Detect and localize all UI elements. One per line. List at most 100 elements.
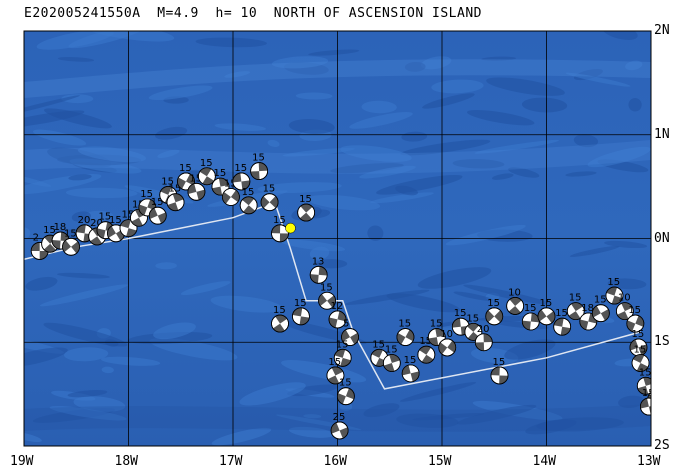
depth-label: 20 — [477, 324, 490, 335]
focal-mechanism: 18 — [579, 303, 598, 331]
depth-label: 15 — [594, 295, 607, 306]
depth-label: 15 — [398, 319, 411, 330]
depth-label: 15 — [273, 215, 286, 226]
focal-mechanism: 15 — [485, 298, 504, 326]
focal-mechanism: 15 — [631, 345, 650, 372]
depth-label: 15 — [252, 153, 265, 164]
depth-label: 15 — [43, 225, 56, 236]
depth-label: 15 — [122, 210, 135, 221]
focal-mechanism: 15 — [490, 357, 509, 385]
depth-label: 15 — [454, 308, 467, 319]
depth-label: 25 — [333, 412, 346, 423]
depth-label: 10 — [508, 287, 521, 298]
depth-label: 15 — [132, 199, 145, 210]
focal-mechanism: 15 — [553, 308, 572, 336]
focal-mechanism: 5 — [341, 319, 359, 346]
depth-label: 15 — [492, 357, 505, 368]
focal-mechanism: 15 — [197, 158, 216, 186]
x-tick-label: 16W — [323, 454, 347, 469]
y-tick-label: 1N — [654, 126, 670, 142]
focal-mechanism: 15 — [62, 228, 80, 256]
depth-label: 2 — [33, 232, 39, 243]
depth-label: 15 — [169, 184, 182, 195]
depth-label: 15 — [213, 168, 226, 179]
depth-label: 15 — [224, 179, 237, 190]
depth-label: 15 — [555, 308, 568, 319]
depth-label: 15 — [151, 197, 164, 208]
x-tick-label: 17W — [219, 454, 243, 469]
focal-mechanism: 15 — [333, 339, 352, 367]
focal-mechanism: 15 — [148, 197, 167, 225]
depth-label: 15 — [328, 357, 341, 368]
focal-mechanism: 15 — [521, 303, 540, 331]
focal-mechanism: 15 — [177, 163, 195, 191]
depth-label: 10 — [618, 293, 631, 304]
focal-mechanism: 20 — [474, 324, 493, 352]
focal-mechanism: 15 — [222, 179, 240, 206]
depth-label: 15 — [299, 194, 312, 205]
depth-label: 15 — [242, 187, 255, 198]
depth-label: 15 — [540, 298, 553, 309]
depth-label: 15 — [639, 367, 652, 378]
depth-label: 15 — [430, 319, 443, 330]
depth-label: 20 — [78, 215, 91, 226]
focal-mechanism: 15 — [566, 293, 585, 321]
x-tick-label: 14W — [532, 454, 556, 469]
focal-mechanism: 15 — [297, 194, 316, 222]
depth-label: 15 — [263, 184, 276, 195]
focal-mechanism: 25 — [330, 412, 349, 440]
focal-mechanism: 15 — [605, 277, 624, 305]
depth-label: 15 — [607, 277, 620, 288]
depth-label: 15 — [628, 305, 641, 316]
focal-mechanism: 15 — [271, 305, 289, 333]
y-tick-label: 2N — [654, 23, 670, 38]
event-epicenter-marker — [285, 222, 296, 234]
plate-boundary-line — [24, 201, 641, 390]
focal-mechanism: 15 — [382, 345, 401, 372]
focal-mechanism: 15 — [336, 378, 355, 406]
depth-label: 15 — [404, 355, 417, 366]
depth-label: 12 — [331, 301, 344, 312]
focal-mechanism: 15 — [401, 355, 420, 383]
depth-label: 15 — [179, 163, 192, 174]
depth-label: 15 — [64, 228, 77, 239]
focal-mechanism: 15 — [250, 153, 269, 180]
focal-mechanism: 15 — [260, 184, 279, 212]
depth-label: 15 — [336, 339, 349, 350]
focal-mechanism: 10 — [438, 329, 457, 357]
depth-label: 15 — [466, 313, 479, 324]
focal-mechanism: 15 — [636, 367, 652, 395]
focal-mechanism: 15 — [187, 173, 206, 201]
y-tick-label: 1S — [654, 334, 670, 350]
x-tick-label: 15W — [428, 454, 452, 469]
focal-mechanism: 15 — [629, 329, 648, 357]
focal-mechanism: 15 — [166, 184, 185, 212]
depth-label: 12 — [649, 381, 662, 392]
depth-label: 15 — [419, 336, 432, 347]
x-tick-label: 13W — [637, 454, 661, 469]
depth-label: 5 — [343, 319, 349, 330]
focal-mechanism: 15 — [591, 295, 610, 323]
depth-label: 15 — [569, 293, 582, 304]
map-title: E202005241550A M=4.9 h= 10 NORTH OF ASCE… — [24, 6, 482, 21]
x-tick-label: 18W — [114, 454, 138, 469]
focal-mechanism: 12 — [328, 301, 347, 329]
focal-mechanism: 15 — [626, 305, 645, 333]
depth-label: 20 — [90, 218, 103, 229]
y-tick-label: 2S — [654, 438, 670, 453]
focal-mechanism: 10 — [506, 287, 525, 315]
focal-mechanism: 15 — [640, 388, 655, 416]
depth-label: 15 — [642, 388, 655, 399]
depth-label: 15 — [339, 378, 352, 389]
focal-mechanism: 13 — [309, 256, 328, 284]
focal-mechanism: 15 — [537, 298, 556, 326]
depth-label: 15 — [99, 212, 112, 223]
depth-label: 15 — [200, 158, 213, 169]
depth-label: 15 — [273, 305, 286, 316]
focal-mechanism: 10 — [615, 293, 634, 321]
depth-label: 15 — [161, 176, 174, 187]
depth-label: 15 — [487, 298, 500, 309]
focal-mechanism: 15 — [318, 282, 336, 310]
